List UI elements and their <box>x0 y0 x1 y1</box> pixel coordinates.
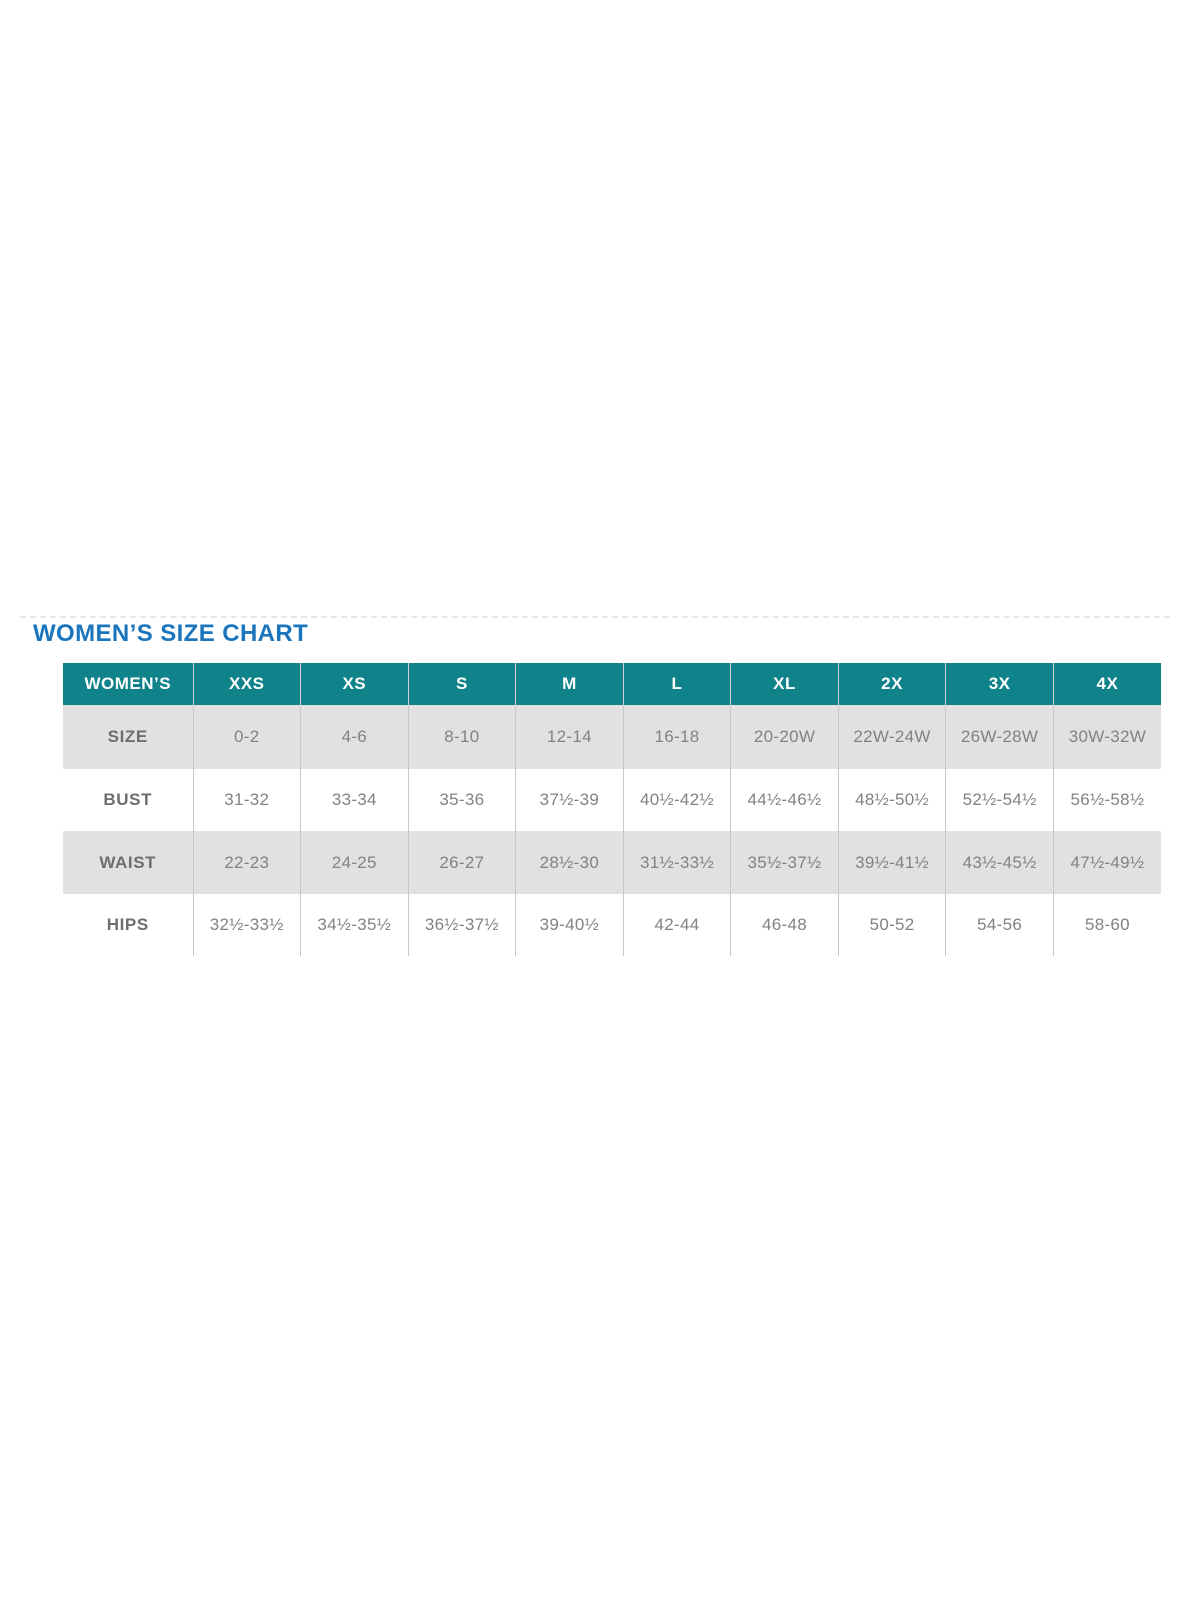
size-cell-m: 12-14 <box>515 705 624 769</box>
hips-cell-xs: 34½-35½ <box>300 894 409 956</box>
waist-cell-4x: 47½-49½ <box>1052 831 1161 894</box>
bust-cell-2x: 48½-50½ <box>837 769 946 831</box>
bust-cell-s: 35-36 <box>407 769 516 831</box>
bust-cell-3x: 52½-54½ <box>945 769 1054 831</box>
size-cell-xs: 4-6 <box>300 705 409 769</box>
bust-cell-xl: 44½-46½ <box>730 769 839 831</box>
hips-cell-s: 36½-37½ <box>407 894 516 956</box>
bust-cell-xxs: 31-32 <box>192 769 301 831</box>
row-label-bust: BUST <box>63 769 193 831</box>
size-cell-2x: 22W-24W <box>837 705 946 769</box>
page-title: WOMEN’S SIZE CHART <box>33 620 309 647</box>
hips-cell-4x: 58-60 <box>1052 894 1161 956</box>
bust-cell-l: 40½-42½ <box>622 769 731 831</box>
header-cell-xxs: XXS <box>192 663 301 705</box>
hips-cell-3x: 54-56 <box>945 894 1054 956</box>
row-label-size: SIZE <box>63 705 193 769</box>
bust-cell-4x: 56½-58½ <box>1052 769 1161 831</box>
row-label-hips: HIPS <box>63 894 193 956</box>
header-cell-3x: 3X <box>945 663 1054 705</box>
header-cell-m: M <box>515 663 624 705</box>
hips-cell-xl: 46-48 <box>730 894 839 956</box>
hips-cell-m: 39-40½ <box>515 894 624 956</box>
header-cell-s: S <box>407 663 516 705</box>
hips-cell-2x: 50-52 <box>837 894 946 956</box>
table-row-size: SIZE 0-2 4-6 8-10 12-14 16-18 20-20W 22W… <box>63 705 1161 769</box>
header-cell-xs: XS <box>300 663 409 705</box>
hips-cell-xxs: 32½-33½ <box>192 894 301 956</box>
size-cell-xxs: 0-2 <box>192 705 301 769</box>
waist-cell-3x: 43½-45½ <box>945 831 1054 894</box>
waist-cell-s: 26-27 <box>407 831 516 894</box>
size-cell-4x: 30W-32W <box>1052 705 1161 769</box>
waist-cell-2x: 39½-41½ <box>837 831 946 894</box>
header-cell-womens: WOMEN’S <box>63 663 193 705</box>
bust-cell-xs: 33-34 <box>300 769 409 831</box>
bust-cell-m: 37½-39 <box>515 769 624 831</box>
table-row-hips: HIPS 32½-33½ 34½-35½ 36½-37½ 39-40½ 42-4… <box>63 894 1161 956</box>
header-cell-2x: 2X <box>837 663 946 705</box>
table-header-row: WOMEN’S XXS XS S M L XL 2X 3X 4X <box>63 663 1161 705</box>
header-cell-4x: 4X <box>1052 663 1161 705</box>
row-label-waist: WAIST <box>63 831 193 894</box>
size-cell-s: 8-10 <box>407 705 516 769</box>
waist-cell-xs: 24-25 <box>300 831 409 894</box>
size-cell-xl: 20-20W <box>730 705 839 769</box>
size-cell-3x: 26W-28W <box>945 705 1054 769</box>
header-cell-xl: XL <box>730 663 839 705</box>
womens-size-chart-table: WOMEN’S XXS XS S M L XL 2X 3X 4X SIZE 0-… <box>63 663 1161 956</box>
table-row-waist: WAIST 22-23 24-25 26-27 28½-30 31½-33½ 3… <box>63 831 1161 894</box>
header-cell-l: L <box>622 663 731 705</box>
waist-cell-xxs: 22-23 <box>192 831 301 894</box>
dotted-divider <box>20 616 1170 618</box>
waist-cell-l: 31½-33½ <box>622 831 731 894</box>
waist-cell-xl: 35½-37½ <box>730 831 839 894</box>
table-row-bust: BUST 31-32 33-34 35-36 37½-39 40½-42½ 44… <box>63 769 1161 831</box>
waist-cell-m: 28½-30 <box>515 831 624 894</box>
hips-cell-l: 42-44 <box>622 894 731 956</box>
size-cell-l: 16-18 <box>622 705 731 769</box>
